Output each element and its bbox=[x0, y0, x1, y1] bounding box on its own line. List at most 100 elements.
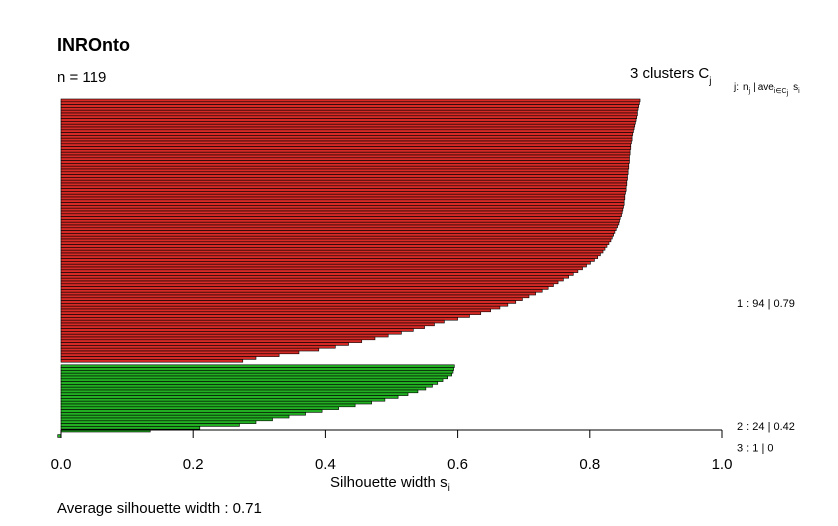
cluster-1-bar-44 bbox=[60, 219, 620, 223]
cluster-1-bar-12 bbox=[60, 129, 634, 133]
cluster-1-bar-28 bbox=[60, 174, 628, 178]
cluster-1-bar-19 bbox=[60, 149, 631, 153]
cluster-2-summary: 2 : 24 | 0.42 bbox=[737, 421, 795, 433]
chart-title: INROnto bbox=[57, 35, 130, 55]
cluster-2-bar-5 bbox=[60, 375, 448, 380]
cluster-1-bar-87 bbox=[60, 339, 363, 343]
cluster-1-bar-43 bbox=[60, 216, 621, 220]
cluster-1-bar-6 bbox=[60, 112, 638, 117]
cluster-1-bar-53 bbox=[60, 244, 608, 248]
cluster-1-bar-5 bbox=[60, 109, 638, 114]
cluster-1-bar-79 bbox=[60, 317, 458, 321]
cluster-2-bar-15 bbox=[60, 403, 356, 408]
x-axis: 0.0 0.2 0.4 0.6 0.8 1.0 bbox=[51, 429, 732, 473]
cluster-1-bar-46 bbox=[60, 224, 618, 229]
average-silhouette-footer: Average silhouette width : 0.71 bbox=[57, 500, 262, 517]
cluster-2-bar-6 bbox=[60, 378, 444, 382]
cluster-1-bar-8 bbox=[60, 118, 637, 122]
cluster-1-bar-51 bbox=[60, 238, 612, 243]
cluster-2-bar-14 bbox=[60, 400, 372, 405]
cluster-1-bar-7 bbox=[60, 115, 638, 119]
cluster-2-bar-19 bbox=[60, 414, 290, 419]
x-tick-label: 0.4 bbox=[315, 456, 336, 473]
cluster-1-bar-60 bbox=[60, 263, 587, 268]
cluster-1-bar-92 bbox=[60, 353, 280, 357]
cluster-1-bar-54 bbox=[60, 247, 606, 251]
cluster-2-bar-10 bbox=[60, 389, 419, 394]
cluster-summaries: 1 : 94 | 0.79 2 : 24 | 0.42 3 : 1 | 0 bbox=[737, 298, 795, 455]
cluster-1-bar-10 bbox=[60, 123, 636, 128]
cluster-1-bar-69 bbox=[60, 289, 543, 293]
cluster-1-bar-71 bbox=[60, 294, 530, 299]
cluster-2-bar-11 bbox=[60, 392, 409, 396]
cluster-1-bar-82 bbox=[60, 325, 425, 329]
cluster-1-bar-67 bbox=[60, 283, 554, 287]
cluster-2-bar-2 bbox=[60, 367, 454, 371]
cluster-1-bar-48 bbox=[60, 230, 616, 234]
cluster-1-bar-16 bbox=[60, 140, 632, 145]
cluster-1-bar-84 bbox=[60, 331, 402, 335]
cluster-1-bar-32 bbox=[60, 185, 627, 189]
cluster-1-bar-62 bbox=[60, 269, 579, 273]
cluster-1-bar-90 bbox=[60, 347, 320, 352]
cluster-1-bar-93 bbox=[60, 356, 257, 360]
cluster-1-bar-59 bbox=[60, 261, 591, 265]
cluster-1-bar-1 bbox=[60, 98, 641, 103]
cluster-1-bar-26 bbox=[60, 168, 629, 173]
cluster-1-bar-58 bbox=[60, 258, 595, 262]
cluster-2-bar-4 bbox=[60, 372, 452, 377]
cluster-1-bar-66 bbox=[60, 280, 559, 285]
cluster-1-bar-83 bbox=[60, 328, 414, 332]
cluster-1-bar-37 bbox=[60, 199, 625, 203]
cluster-1-bar-85 bbox=[60, 333, 389, 338]
cluster-2-bar-8 bbox=[60, 384, 433, 388]
cluster-1-bar-91 bbox=[60, 350, 300, 355]
cluster-1-bar-25 bbox=[60, 165, 630, 170]
cluster-2-bar-17 bbox=[60, 409, 323, 413]
cluster-1-bar-72 bbox=[60, 297, 523, 301]
cluster-1-bar-89 bbox=[60, 345, 336, 349]
cluster-1-bar-78 bbox=[60, 314, 470, 318]
cluster-2-bar-22 bbox=[60, 423, 240, 427]
cluster-1-bar-22 bbox=[60, 157, 630, 161]
cluster-2-bar-16 bbox=[60, 406, 339, 410]
cluster-1-bar-41 bbox=[60, 210, 623, 215]
cluster-1-bar-61 bbox=[60, 266, 583, 271]
cluster-2-bar-13 bbox=[60, 398, 386, 402]
cluster-1-bar-35 bbox=[60, 193, 626, 198]
cluster-2-bar-7 bbox=[60, 381, 439, 385]
cluster-1-bar-17 bbox=[60, 143, 632, 147]
cluster-2-bar-23 bbox=[60, 426, 201, 430]
cluster-1-bar-29 bbox=[60, 177, 628, 181]
cluster-1-bar-33 bbox=[60, 188, 627, 192]
cluster-2-bar-3 bbox=[60, 370, 454, 374]
cluster-1-bar-52 bbox=[60, 241, 610, 245]
cluster-1-bar-14 bbox=[60, 135, 633, 139]
cluster-1-bar-4 bbox=[60, 107, 639, 111]
cluster-1-bar-3 bbox=[60, 104, 640, 108]
cluster-1-bar-50 bbox=[60, 235, 613, 240]
cluster-1-bar-45 bbox=[60, 221, 620, 226]
cluster-1-bar-80 bbox=[60, 319, 445, 324]
cluster-1-bar-15 bbox=[60, 137, 633, 142]
x-tick-label: 0.0 bbox=[51, 456, 72, 473]
cluster-1-bar-30 bbox=[60, 179, 628, 184]
x-tick-label: 0.8 bbox=[579, 456, 600, 473]
cluster-1-bar-49 bbox=[60, 233, 614, 237]
cluster-1-bar-34 bbox=[60, 191, 626, 195]
cluster-1-bar-36 bbox=[60, 196, 626, 201]
cluster-1-bar-55 bbox=[60, 249, 604, 254]
cluster-1-bar-2 bbox=[60, 101, 640, 105]
cluster-2-bar-20 bbox=[60, 417, 273, 422]
cluster-1-bar-27 bbox=[60, 171, 629, 175]
cluster-1-bar-11 bbox=[60, 126, 635, 131]
x-tick-label: 0.2 bbox=[183, 456, 204, 473]
cluster-1-bar-38 bbox=[60, 202, 625, 206]
cluster-1-bar-9 bbox=[60, 121, 636, 125]
cluster-1-bar-68 bbox=[60, 286, 549, 290]
cluster-1-bar-13 bbox=[60, 132, 634, 136]
cluster-1-bar-47 bbox=[60, 227, 617, 231]
cluster-1-bar-76 bbox=[60, 308, 491, 313]
cluster-1-bar-81 bbox=[60, 322, 435, 327]
